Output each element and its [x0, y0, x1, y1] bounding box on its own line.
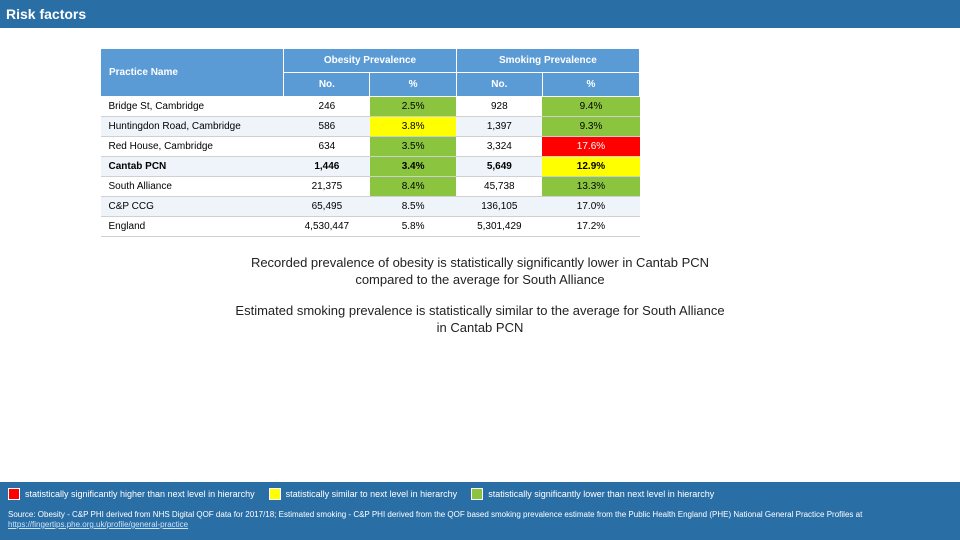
- cell-value: 5.8%: [370, 217, 456, 237]
- cell-value: 3.8%: [370, 117, 456, 137]
- legend-item-red: statistically significantly higher than …: [8, 488, 255, 500]
- col-group-obesity: Obesity Prevalence: [284, 49, 456, 73]
- cell-value: 2.5%: [370, 97, 456, 117]
- cell-value: 17.0%: [542, 197, 639, 217]
- cell-value: 136,105: [456, 197, 542, 217]
- table-row: Huntingdon Road, Cambridge5863.8%1,3979.…: [101, 117, 640, 137]
- legend: statistically significantly higher than …: [8, 488, 952, 500]
- cell-practice-name: Bridge St, Cambridge: [101, 97, 284, 117]
- narrative-smoking: Estimated smoking prevalence is statisti…: [0, 303, 960, 337]
- prevalence-table-container: Practice Name Obesity Prevalence Smoking…: [100, 48, 640, 237]
- cell-value: 65,495: [284, 197, 370, 217]
- table-row: Red House, Cambridge6343.5%3,32417.6%: [101, 137, 640, 157]
- swatch-yellow-icon: [269, 488, 281, 500]
- cell-value: 5,301,429: [456, 217, 542, 237]
- col-smoking-no: No.: [456, 73, 542, 97]
- cell-value: 13.3%: [542, 177, 639, 197]
- col-group-smoking: Smoking Prevalence: [456, 49, 639, 73]
- cell-value: 9.4%: [542, 97, 639, 117]
- cell-value: 4,530,447: [284, 217, 370, 237]
- cell-value: 5,649: [456, 157, 542, 177]
- legend-label: statistically significantly higher than …: [25, 489, 255, 499]
- cell-value: 928: [456, 97, 542, 117]
- cell-value: 3.4%: [370, 157, 456, 177]
- cell-practice-name: C&P CCG: [101, 197, 284, 217]
- cell-value: 586: [284, 117, 370, 137]
- cell-value: 1,397: [456, 117, 542, 137]
- cell-value: 1,446: [284, 157, 370, 177]
- table-row: England4,530,4475.8%5,301,42917.2%: [101, 217, 640, 237]
- col-smoking-pct: %: [542, 73, 639, 97]
- footer: statistically significantly higher than …: [0, 482, 960, 540]
- prevalence-table: Practice Name Obesity Prevalence Smoking…: [100, 48, 640, 237]
- cell-value: 8.5%: [370, 197, 456, 217]
- cell-value: 246: [284, 97, 370, 117]
- cell-value: 21,375: [284, 177, 370, 197]
- cell-value: 17.6%: [542, 137, 639, 157]
- swatch-green-icon: [471, 488, 483, 500]
- title-bar: Risk factors: [0, 0, 960, 28]
- cell-value: 45,738: [456, 177, 542, 197]
- table-row: South Alliance21,3758.4%45,73813.3%: [101, 177, 640, 197]
- cell-value: 12.9%: [542, 157, 639, 177]
- legend-item-yellow: statistically similar to next level in h…: [269, 488, 458, 500]
- narrative-line: compared to the average for South Allian…: [0, 272, 960, 289]
- page-title: Risk factors: [6, 6, 86, 22]
- cell-practice-name: Red House, Cambridge: [101, 137, 284, 157]
- narrative-obesity: Recorded prevalence of obesity is statis…: [0, 255, 960, 289]
- cell-practice-name: Huntingdon Road, Cambridge: [101, 117, 284, 137]
- col-practice-name: Practice Name: [101, 49, 284, 97]
- narrative-line: Estimated smoking prevalence is statisti…: [0, 303, 960, 320]
- source-prefix: Source: Obesity - C&P PHI derived from N…: [8, 510, 862, 519]
- narrative-line: in Cantab PCN: [0, 320, 960, 337]
- col-obesity-pct: %: [370, 73, 456, 97]
- cell-value: 3.5%: [370, 137, 456, 157]
- cell-practice-name: South Alliance: [101, 177, 284, 197]
- table-row: C&P CCG65,4958.5%136,10517.0%: [101, 197, 640, 217]
- legend-label: statistically similar to next level in h…: [286, 489, 458, 499]
- cell-value: 9.3%: [542, 117, 639, 137]
- cell-practice-name: Cantab PCN: [101, 157, 284, 177]
- table-row: Bridge St, Cambridge2462.5%9289.4%: [101, 97, 640, 117]
- source-link[interactable]: https://fingertips.phe.org.uk/profile/ge…: [8, 520, 188, 529]
- swatch-red-icon: [8, 488, 20, 500]
- legend-item-green: statistically significantly lower than n…: [471, 488, 714, 500]
- source-text: Source: Obesity - C&P PHI derived from N…: [8, 510, 952, 530]
- table-row: Cantab PCN1,4463.4%5,64912.9%: [101, 157, 640, 177]
- cell-value: 17.2%: [542, 217, 639, 237]
- legend-label: statistically significantly lower than n…: [488, 489, 714, 499]
- cell-value: 8.4%: [370, 177, 456, 197]
- cell-value: 3,324: [456, 137, 542, 157]
- col-obesity-no: No.: [284, 73, 370, 97]
- cell-practice-name: England: [101, 217, 284, 237]
- narrative-line: Recorded prevalence of obesity is statis…: [0, 255, 960, 272]
- cell-value: 634: [284, 137, 370, 157]
